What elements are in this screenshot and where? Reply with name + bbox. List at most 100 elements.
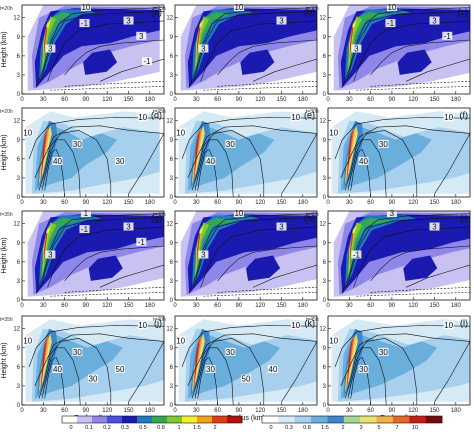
x-tick-label: 30 (193, 200, 200, 206)
contour-label: 10 (387, 3, 396, 12)
contour-line (35, 213, 164, 294)
panel: 10 10 30 40 30 (d) t=20h 0 3 6 9 12 Height (km) 0 30 60… (0, 107, 165, 206)
y-axis-label: Height (km) (1, 237, 8, 273)
y-tick-label: 9 (17, 35, 21, 41)
y-tick-label: 3 (170, 279, 174, 285)
contour-label-bg (198, 44, 209, 53)
x-tick-label: 0 (173, 97, 177, 103)
panel-label: (f) (460, 110, 469, 120)
x-tick-label: 60 (214, 303, 221, 309)
colorbar-tick-label: 10 (412, 425, 418, 431)
y-tick-label: 9 (17, 241, 21, 247)
panel-frame (327, 4, 471, 95)
time-label: t=25h (153, 6, 166, 12)
contour-label: 3 (279, 223, 284, 232)
y-tick-label: 0 (17, 403, 21, 409)
contour-label: 50 (242, 375, 251, 384)
contour-line (356, 86, 470, 91)
x-tick-label: 180 (145, 408, 156, 414)
contour-label-bg (358, 365, 369, 374)
x-tick-label: 30 (40, 97, 47, 103)
y-tick-label: 12 (166, 327, 173, 333)
contour-label: 10 (444, 321, 453, 330)
y-tick-label: 3 (323, 176, 327, 182)
time-label: t=45h (306, 317, 319, 323)
colorbar-cell (343, 416, 361, 423)
y-tick-label: 0 (170, 195, 174, 201)
contour-label: 30 (379, 140, 388, 149)
y-tick-label: 3 (17, 384, 21, 390)
x-tick-label: 90 (389, 408, 396, 414)
contour-line (64, 39, 164, 76)
contour-line (340, 125, 470, 179)
contour-line (200, 20, 317, 82)
contour-label-bg (225, 139, 236, 148)
x-tick-label: 30 (40, 200, 47, 206)
y-tick-label: 12 (319, 16, 326, 22)
contour-label-bg (225, 347, 236, 356)
contour-label-bg (72, 347, 83, 356)
contour-line (344, 129, 418, 197)
contour-label-bg (290, 113, 301, 122)
colorbar-cell (77, 416, 93, 423)
x-tick-label: 0 (20, 408, 24, 414)
x-tick-label: 0 (326, 408, 330, 414)
contour-line (181, 325, 317, 368)
contour-label: 40 (53, 157, 62, 166)
colorbar-cell (392, 416, 410, 423)
y-tick-label: 6 (170, 54, 174, 60)
colorbar-cell (425, 416, 443, 423)
contour-label-bg (52, 365, 63, 374)
contour-label-bg (351, 250, 362, 259)
x-tick-label: 90 (389, 303, 396, 309)
x-tick-label: 180 (451, 97, 462, 103)
x-tick-label: 120 (102, 97, 113, 103)
contour-label-bg (205, 365, 216, 374)
x-tick-label: 120 (408, 200, 419, 206)
y-tick-label: 3 (323, 279, 327, 285)
contour-line (188, 7, 317, 88)
colorbar-tick-label: 2 (213, 425, 216, 431)
contour-line (193, 11, 317, 82)
shaded-region (397, 49, 432, 75)
x-tick-label: 0 (326, 200, 330, 206)
colorbar-tick-label: 0.3 (285, 425, 293, 431)
panel-label: (j) (154, 318, 162, 328)
contour-line (44, 148, 65, 197)
shaded-region (240, 49, 275, 75)
time-label: t=25h (153, 109, 166, 115)
shaded-region (349, 27, 354, 63)
panel-frame (174, 315, 318, 406)
shaded-region (88, 255, 123, 281)
shaded-region (187, 331, 281, 399)
colorbar: 0 0.3 0.8 1.5 2 3 5 7 10 (261, 415, 443, 431)
y-tick-label: 12 (13, 327, 20, 333)
panel-label: (i) (460, 213, 468, 223)
time-label: t=30h (306, 6, 319, 12)
y-tick-label: 9 (170, 346, 174, 352)
contour-line (64, 245, 164, 282)
contour-line (64, 81, 164, 87)
contour-line (334, 117, 470, 160)
colorbar-tick-label: 0.8 (157, 425, 165, 431)
panel: 10 10 30 40 50 30 (j) t=35h 0 3 6 9 12 Height (km) 0 30… (0, 315, 165, 422)
contour-line (194, 347, 234, 405)
contour-label: 10 (23, 336, 32, 345)
colorbar-cell (227, 416, 243, 423)
contour-label: 3 (390, 209, 395, 218)
panel-label: (d) (151, 110, 162, 120)
contour-line (128, 341, 164, 402)
panel-frame (21, 210, 165, 301)
y-tick-label: 3 (323, 73, 327, 79)
x-tick-label: 60 (214, 200, 221, 206)
x-tick-label: 150 (276, 408, 287, 414)
colorbar-tick-label: 0.5 (139, 425, 147, 431)
x-tick-label: 0 (326, 97, 330, 103)
contour-label: 3 (201, 45, 206, 54)
contour-label-bg (175, 128, 186, 137)
y-tick-label: 0 (170, 298, 174, 304)
y-tick-label: 3 (170, 176, 174, 182)
shaded-region (403, 255, 438, 281)
x-tick-label: 150 (429, 97, 440, 103)
